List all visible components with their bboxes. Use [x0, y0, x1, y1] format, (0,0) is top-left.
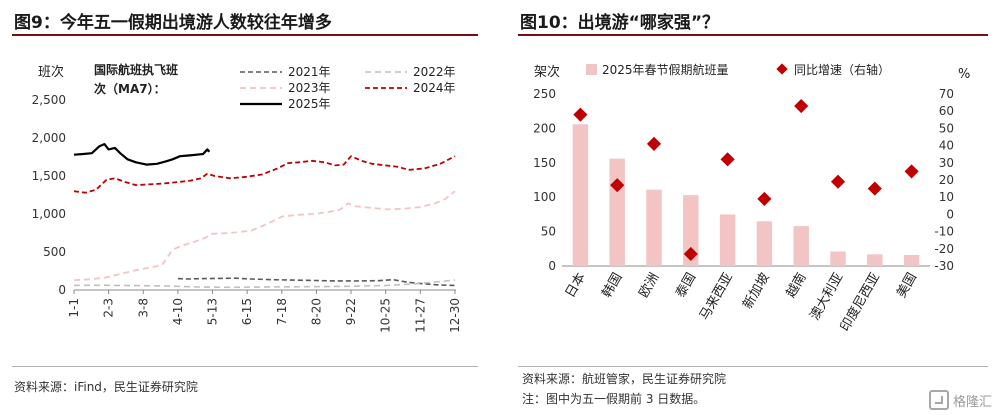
y-right-tick-label: -30	[934, 259, 954, 273]
x-tick-label: 8-20	[309, 298, 323, 325]
y-right-tick-label: 10	[939, 190, 954, 204]
x-tick-label: 美国	[894, 271, 920, 301]
legend-label: 2024年	[413, 81, 456, 95]
y-right-tick-label: 30	[939, 156, 954, 170]
y-left-tick-label: 0	[548, 259, 556, 273]
y-tick-label: 2,500	[32, 93, 66, 107]
legend-label: 2022年	[413, 65, 456, 79]
x-tick-label: 韩国	[600, 271, 626, 301]
bar-澳大利亚	[830, 251, 846, 266]
x-tick-label: 2-3	[102, 298, 116, 318]
y-left-tick-label: 250	[533, 87, 556, 101]
legend-label: 2025年	[288, 97, 331, 111]
y-right-axis-label: %	[958, 67, 970, 82]
right-bar-chart: 架次 %2025年春节假期航班量 同比增速（右轴）050100150200250-3…	[533, 62, 970, 334]
y-right-tick-label: -10	[934, 225, 954, 239]
y-tick-label: 500	[43, 245, 66, 259]
right-title-rule	[518, 34, 988, 36]
right-footer-rule	[518, 366, 988, 367]
y-right-tick-label: -20	[934, 242, 954, 256]
legend-marker-swatch	[776, 63, 788, 75]
growth-marker-马来西亚	[720, 152, 735, 167]
x-tick-label: 6-15	[240, 298, 254, 325]
bar-日本	[572, 124, 589, 266]
y-left-tick-label: 200	[533, 121, 556, 135]
legend-bar-swatch	[586, 64, 597, 75]
y-left-tick-label: 150	[533, 156, 556, 170]
left-title-rule	[12, 34, 478, 36]
y-right-tick-label: 0	[946, 207, 954, 221]
legend-bar-label: 2025年春节假期航班量	[602, 62, 729, 77]
series-line-2025	[73, 142, 211, 166]
y-axis-label: 班次	[38, 64, 64, 80]
left-source: 资料来源：iFind，民生证券研究院	[14, 380, 198, 394]
x-tick-label: 5-13	[206, 298, 220, 325]
right-chart-title: 图10：出境游“哪家强”？	[520, 13, 720, 33]
x-tick-label: 10-25	[379, 298, 393, 333]
y-left-tick-label: 50	[541, 225, 556, 239]
legend-marker-label: 同比增速（右轴）	[794, 62, 890, 77]
series-note-line1: 国际航班执飞班	[94, 62, 178, 77]
watermark-logo-icon	[928, 390, 949, 410]
series-note-line2: 次（MA7）：	[94, 81, 166, 96]
y-tick-label: 1,000	[32, 207, 66, 221]
x-tick-label: 1-1	[67, 298, 81, 318]
bar-韩国	[609, 158, 625, 266]
bar-新加坡	[756, 221, 773, 266]
y-right-tick-label: 40	[939, 139, 954, 153]
right-source: 资料来源：航班管家，民生证券研究院	[522, 372, 727, 386]
x-tick-label: 新加坡	[739, 270, 772, 312]
bar-泰国	[683, 195, 699, 266]
growth-marker-日本	[573, 107, 588, 122]
x-tick-label: 越南	[783, 270, 810, 301]
x-tick-label: 3-8	[136, 298, 150, 318]
left-footer-rule	[12, 366, 478, 367]
x-tick-label: 12-30	[448, 298, 462, 333]
x-tick-label: 日本	[563, 271, 589, 301]
growth-marker-欧洲	[646, 136, 662, 151]
series-line-2023	[73, 190, 456, 281]
growth-marker-新加坡	[757, 191, 772, 206]
growth-marker-澳大利亚	[830, 174, 846, 189]
legend-label: 2021年	[288, 65, 331, 79]
x-tick-label: 泰国	[673, 271, 699, 301]
watermark-text: 格隆汇	[952, 394, 992, 410]
watermark: 格隆汇	[928, 390, 992, 410]
growth-marker-印度尼西亚	[867, 181, 882, 196]
x-tick-label: 9-22	[344, 298, 358, 325]
growth-marker-美国	[904, 164, 919, 179]
x-tick-label: 马来西亚	[697, 271, 736, 324]
x-tick-label: 欧洲	[636, 271, 662, 301]
y-tick-label: 0	[58, 283, 66, 297]
bar-越南	[793, 226, 809, 266]
y-left-axis-label: 架次	[534, 64, 560, 80]
x-tick-label: 7-18	[275, 298, 289, 325]
bar-马来西亚	[719, 214, 736, 266]
y-right-tick-label: 50	[939, 121, 954, 135]
bar-欧洲	[646, 189, 662, 266]
bar-美国	[903, 254, 920, 266]
right-note: 注：图中为五一假期前 3 日数据。	[522, 392, 706, 406]
series-line-2021	[177, 277, 456, 287]
y-tick-label: 1,500	[32, 169, 66, 183]
y-tick-label: 2,000	[32, 131, 66, 145]
growth-marker-越南	[794, 98, 809, 114]
left-chart-title: 图9：今年五一假期出境游人数较往年增多	[14, 13, 332, 33]
series-line-2024	[73, 155, 456, 194]
x-tick-label: 澳大利亚	[807, 270, 847, 323]
legend-label: 2023年	[288, 81, 331, 95]
bar-印度尼西亚	[867, 254, 883, 266]
y-right-tick-label: 60	[939, 104, 954, 118]
x-tick-label: 11-27	[413, 298, 427, 333]
growth-marker-泰国	[683, 246, 698, 262]
series-line-2022	[73, 279, 456, 289]
x-tick-label: 4-10	[171, 298, 185, 325]
y-left-tick-label: 100	[533, 190, 556, 204]
y-right-tick-label: 70	[939, 87, 954, 101]
y-right-tick-label: 20	[939, 173, 954, 187]
